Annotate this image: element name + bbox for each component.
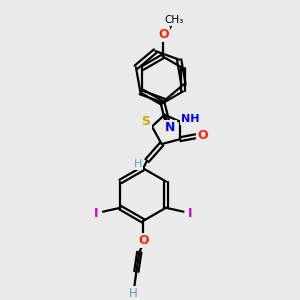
Text: I: I	[94, 207, 98, 220]
Text: CH₃: CH₃	[165, 15, 184, 26]
Text: I: I	[188, 207, 193, 220]
Text: O: O	[158, 28, 169, 40]
Text: H: H	[134, 160, 142, 170]
Text: N: N	[165, 121, 176, 134]
Text: NH: NH	[181, 114, 199, 124]
Text: O: O	[138, 234, 148, 247]
Text: H: H	[129, 287, 138, 300]
Text: O: O	[197, 129, 208, 142]
Text: S: S	[142, 115, 151, 128]
